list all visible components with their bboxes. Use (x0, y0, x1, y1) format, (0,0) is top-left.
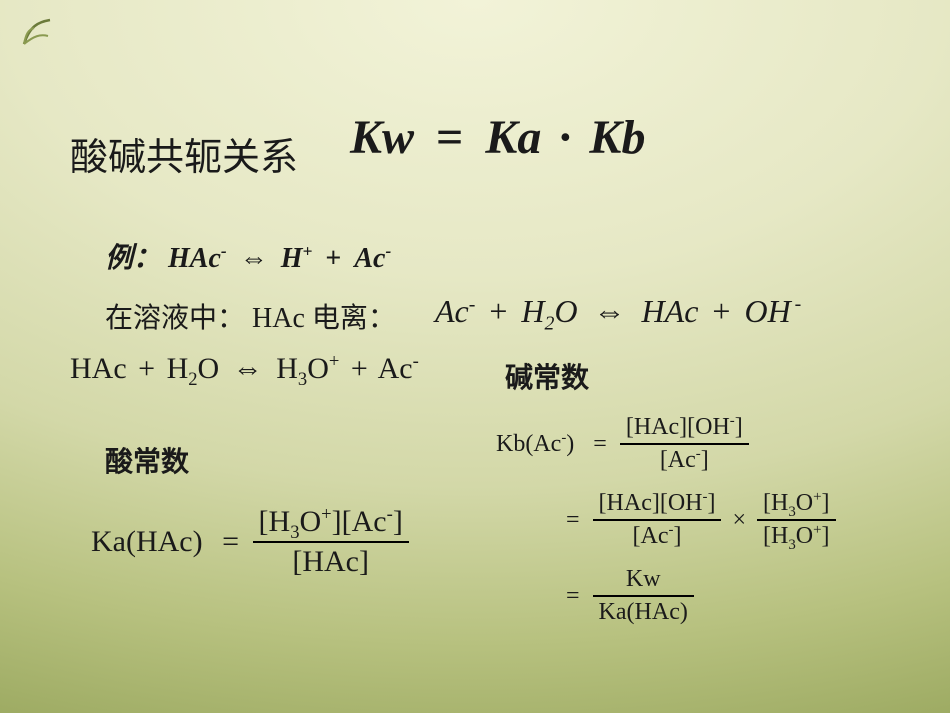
hac-term: HAc- (168, 243, 227, 274)
h-plus-term: H+ (281, 243, 313, 274)
hydrolysis-eqn: Ac- + H2O ⇔ HAc + OH- (435, 293, 801, 330)
kb3-denominator: Ka(HAc) (593, 597, 694, 626)
kb2b-denominator: [H3O+] (757, 521, 836, 550)
kb-definition-line3: = Kw Ka(HAc) (560, 566, 694, 626)
kb-var: Kb (589, 111, 645, 164)
plus-op: + (483, 293, 513, 329)
equals-sign: = (560, 583, 586, 610)
plus-op: + (319, 243, 347, 274)
example-label: 例： (105, 243, 161, 274)
kb3-fraction: Kw Ka(HAc) (593, 566, 694, 626)
kb2-fraction-a: [HAc][OH-] [Ac-] (593, 490, 722, 550)
kb1-denominator: [Ac-] (620, 445, 749, 474)
dot-operator: · (553, 111, 577, 164)
kb2b-numerator: [H3O+] (757, 490, 836, 519)
hac-term: HAc (642, 293, 699, 329)
in-solution-label: 在溶液中： (105, 303, 245, 334)
kb-definition-line1: Kb(Ac-) = [HAc][OH-] [Ac-] (490, 414, 749, 474)
kb-fraction-1: [HAc][OH-] [Ac-] (620, 414, 749, 474)
ka-numerator: [H3O+][Ac-] (253, 505, 409, 541)
kb1-numerator: [HAc][OH-] (620, 414, 749, 443)
h2o-term: H2O (521, 293, 577, 329)
ac-minus-term: Ac- (378, 352, 419, 385)
solution-label-line: 在溶液中： HAc 电离： (105, 296, 396, 336)
h2o-term: H2O (167, 352, 220, 385)
ka-definition: Ka(HAc) = [H3O+][Ac-] [HAc] (85, 505, 409, 579)
plus-op: + (134, 352, 159, 385)
plus-op: + (706, 293, 736, 329)
ionization-label: HAc 电离： (252, 303, 396, 334)
equil-arrow-icon: ⇔ (227, 352, 269, 385)
acid-ionization-eqn: HAc + H2O ⇔ H3O+ + Ac- (70, 352, 419, 386)
equals-sign: = (587, 431, 613, 458)
acid-constant-heading: 酸常数 (105, 440, 189, 480)
kw-equation: Kw = Ka · Kb (350, 110, 645, 165)
equals-sign: = (560, 507, 586, 534)
equil-arrow-icon: ⇔ (586, 293, 634, 329)
hac-term: HAc (70, 352, 127, 385)
plus-op: + (347, 352, 372, 385)
kb2a-numerator: [HAc][OH-] (593, 490, 722, 519)
oh-minus-term: OH- (744, 293, 801, 329)
multiply-op: × (728, 507, 750, 534)
kb-lhs: Kb(Ac-) (490, 431, 580, 458)
kb3-numerator: Kw (593, 566, 694, 595)
ka-denominator: [HAc] (253, 543, 409, 579)
ka-lhs: Ka(HAc) (85, 525, 209, 559)
equals-sign: = (426, 111, 473, 164)
equil-arrow-icon: ⇔ (234, 243, 274, 274)
ka-fraction: [H3O+][Ac-] [HAc] (253, 505, 409, 579)
title-chinese: 酸碱共轭关系 (70, 126, 298, 181)
equals-sign: = (216, 525, 245, 559)
h3o-plus-term: H3O+ (276, 352, 339, 385)
example-line: 例： HAc- ⇔ H+ + Ac- (105, 236, 391, 276)
corner-ornament-icon (20, 16, 52, 48)
kb2-fraction-b: [H3O+] [H3O+] (757, 490, 836, 550)
kb-definition-line2: = [HAc][OH-] [Ac-] × [H3O+] [H3O+] (560, 490, 836, 550)
ac-term: Ac- (435, 293, 475, 329)
base-constant-heading: 碱常数 (505, 356, 589, 396)
kw-var: Kw (350, 111, 414, 164)
ac-minus-term: Ac- (354, 243, 391, 274)
ka-var: Ka (485, 111, 541, 164)
kb2a-denominator: [Ac-] (593, 521, 722, 550)
